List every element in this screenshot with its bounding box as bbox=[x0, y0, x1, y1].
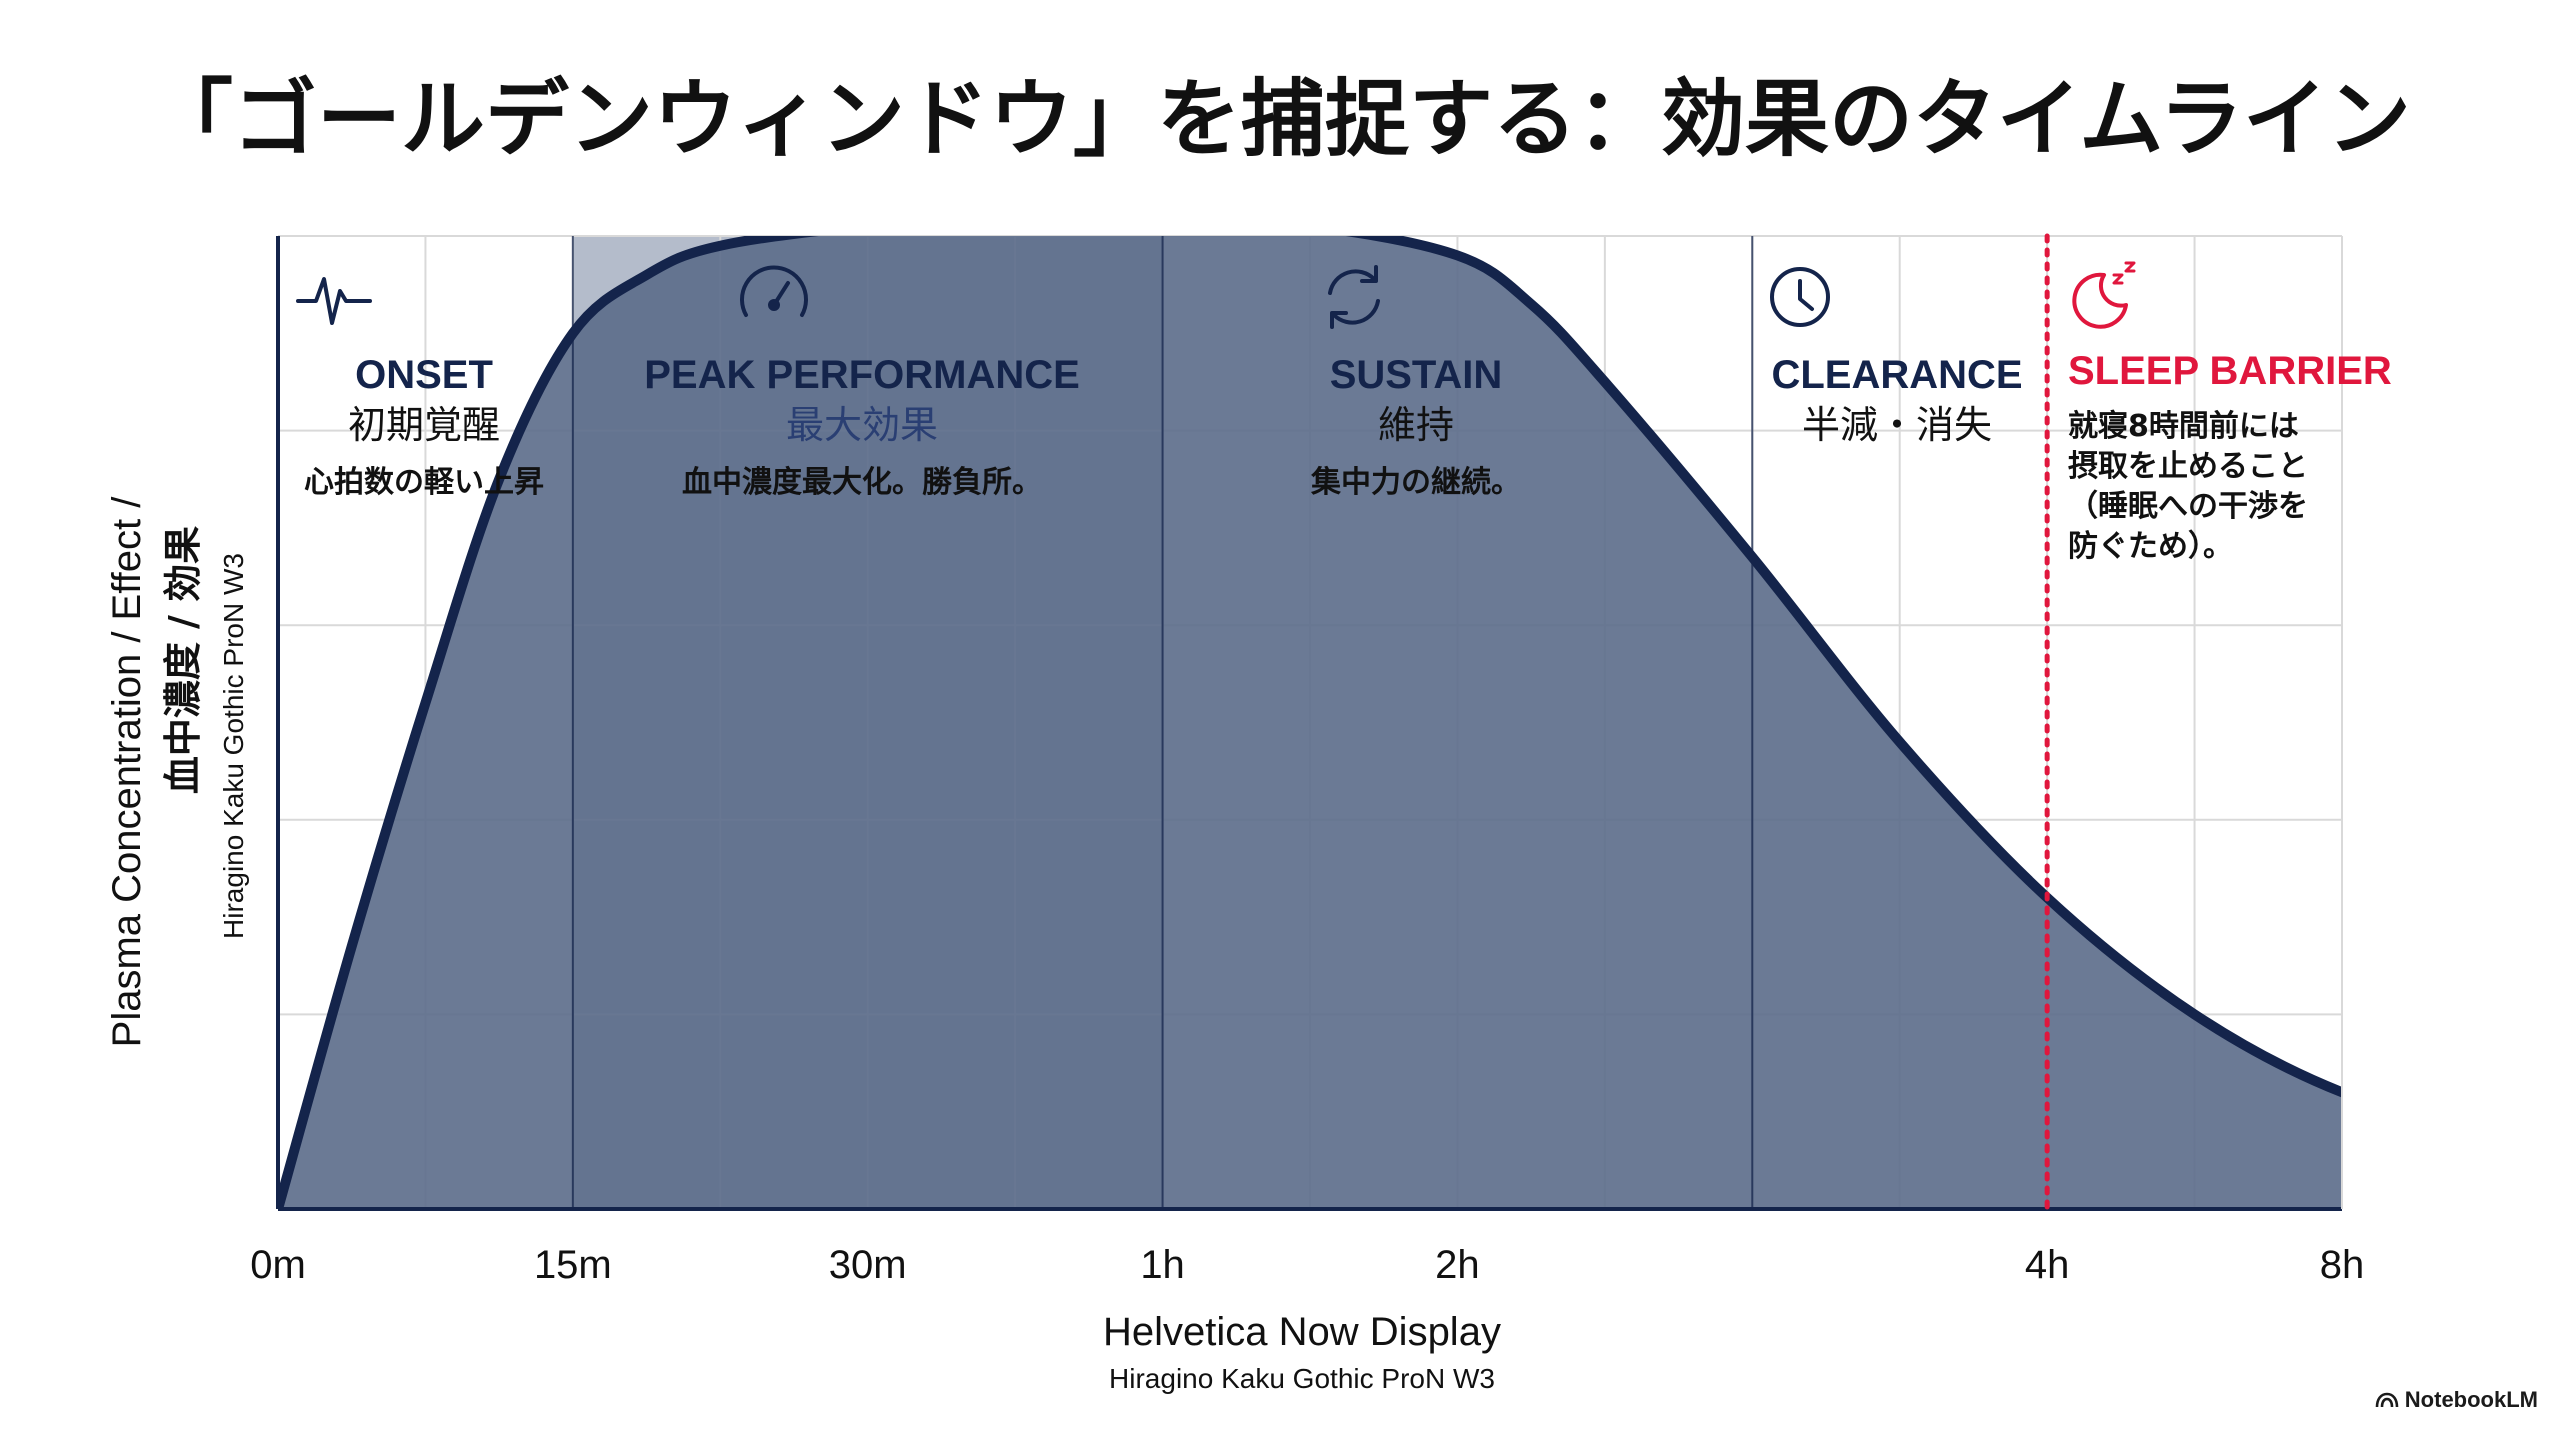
phase-description-line: （睡眠への干渉を bbox=[2068, 489, 2308, 524]
heartbeat-icon bbox=[296, 277, 372, 325]
phase-description: 血中濃度最大化。勝負所。 bbox=[682, 465, 1042, 500]
x-axis-sublabel: Hiragino Kaku Gothic ProN W3 bbox=[1109, 1363, 1495, 1394]
plot-area bbox=[278, 236, 2342, 1209]
brand-label: NotebookLM bbox=[2404, 1387, 2538, 1412]
chart-title: 「ゴールデンウィンドウ」を捕捉する：効果のタイムライン bbox=[149, 70, 2411, 168]
phase-description-line: 摂取を止めること bbox=[2068, 449, 2308, 484]
y-axis-label: Plasma Concentration / Effect / bbox=[105, 496, 149, 1048]
phase-title: SLEEP BARRIER bbox=[2068, 349, 2392, 393]
phase-title: PEAK PERFORMANCE bbox=[644, 353, 1080, 397]
series-line bbox=[278, 236, 2342, 1209]
phase-description: 集中力の継続。 bbox=[1310, 465, 1521, 500]
brand-badge: NotebookLM bbox=[2375, 1387, 2538, 1413]
x-axis-label: Helvetica Now Display bbox=[1103, 1310, 1501, 1354]
phase-title: SUSTAIN bbox=[1330, 353, 1503, 397]
phase-subtitle: 最大効果 bbox=[786, 403, 938, 447]
x-tick-label: 1h bbox=[1140, 1243, 1185, 1287]
y-axis-label-jp: 血中濃度 / 効果 bbox=[161, 526, 205, 794]
notebooklm-logo-icon bbox=[2375, 1392, 2399, 1408]
sleep-moon-icon bbox=[2072, 261, 2136, 329]
phase-subtitle: 初期覚醒 bbox=[348, 403, 500, 447]
phase-title: CLEARANCE bbox=[1771, 353, 2022, 397]
phase-description-line: 就寝8時間前には bbox=[2068, 409, 2299, 444]
x-tick-label: 15m bbox=[534, 1243, 612, 1287]
y-axis-sublabel: Hiragino Kaku Gothic ProN W3 bbox=[218, 553, 249, 939]
x-tick-label: 2h bbox=[1435, 1243, 1480, 1287]
phase-subtitle: 半減・消失 bbox=[1802, 403, 1992, 447]
x-tick-label: 4h bbox=[2025, 1243, 2070, 1287]
series-area-fill bbox=[278, 236, 2342, 1209]
x-tick-label: 30m bbox=[829, 1243, 907, 1287]
phase-description: 心拍数の軽い上昇 bbox=[304, 465, 544, 500]
phase-title: ONSET bbox=[355, 353, 493, 397]
clock-icon bbox=[1770, 267, 1830, 327]
speedometer-icon bbox=[740, 265, 808, 317]
x-tick-label: 0m bbox=[250, 1243, 306, 1287]
refresh-icon bbox=[1328, 265, 1380, 329]
phase-description-line: 防ぐため）。 bbox=[2068, 529, 2233, 564]
x-tick-label: 8h bbox=[2320, 1243, 2365, 1287]
phase-subtitle: 維持 bbox=[1378, 403, 1454, 447]
